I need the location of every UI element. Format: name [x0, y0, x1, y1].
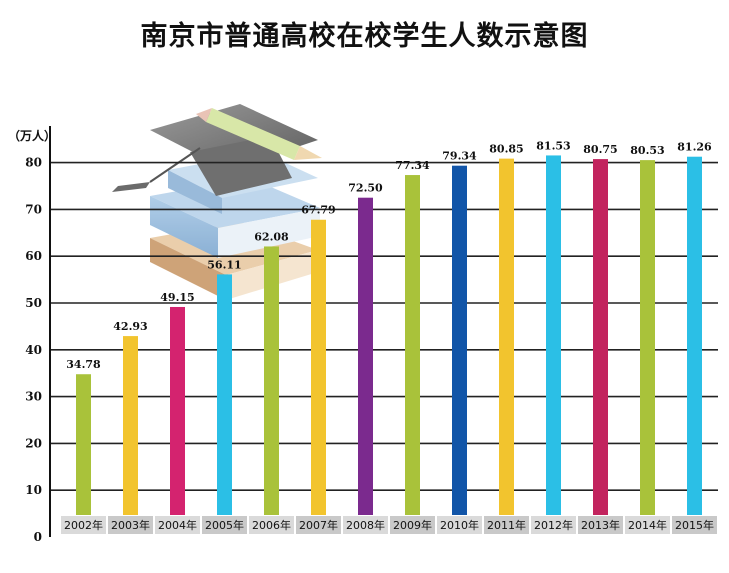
- bar-value-label: 79.34: [442, 150, 477, 163]
- bar-value-label: 67.79: [301, 204, 335, 217]
- chart-title: 南京市普通高校在校学生人数示意图: [140, 21, 589, 52]
- bar: [593, 159, 608, 515]
- x-category-box: [155, 516, 200, 534]
- bar: [358, 197, 373, 515]
- x-category-label: 2009年: [393, 518, 432, 532]
- x-category-box: [202, 516, 247, 534]
- x-category-label: 2004年: [158, 518, 197, 532]
- bar: [499, 158, 514, 515]
- x-category-label: 2014年: [628, 518, 667, 532]
- y-tick-label: 20: [25, 436, 42, 450]
- bar-value-label: 62.08: [254, 230, 289, 243]
- x-category-label: 2007年: [299, 518, 338, 532]
- bar-value-label: 77.34: [395, 159, 430, 172]
- y-tick-label: 40: [25, 343, 42, 357]
- bars: [76, 155, 702, 516]
- x-category-box: [108, 516, 153, 534]
- x-category-label: 2012年: [534, 518, 573, 532]
- x-category-box: [249, 516, 294, 534]
- bar-value-label: 72.50: [348, 182, 383, 195]
- y-tick-label: 80: [25, 156, 42, 170]
- bar-value-label: 56.11: [207, 258, 241, 271]
- bar-value-label: 42.93: [113, 320, 147, 333]
- x-category-label: 2006年: [252, 518, 291, 532]
- bar: [76, 374, 91, 515]
- x-category-label: 2011年: [487, 518, 526, 532]
- x-category-box: [672, 516, 717, 534]
- x-category-box: [437, 516, 482, 534]
- x-category-box: [343, 516, 388, 534]
- bar: [452, 165, 467, 516]
- bar: [640, 160, 655, 515]
- x-category-box: [296, 516, 341, 534]
- bar-value-label: 34.78: [66, 358, 101, 371]
- x-axis-categories: 2002年 2003年 2004年 2005年 2006年 2007年 2008年 2009年…: [61, 516, 717, 534]
- pencil-icon: [196, 108, 322, 160]
- x-category-label: 2008年: [346, 518, 385, 532]
- bar: [687, 156, 702, 516]
- y-tick-label: 0: [34, 530, 42, 544]
- bar: [311, 219, 326, 515]
- y-tick-label: 70: [25, 202, 42, 216]
- y-axis-unit: （万人）: [8, 128, 56, 143]
- y-tick-label: 60: [25, 249, 42, 263]
- bar-value-label: 80.85: [489, 143, 523, 156]
- y-tick-label: 30: [25, 390, 42, 404]
- x-category-label: 2013年: [581, 518, 620, 532]
- bar: [170, 306, 185, 515]
- x-category-label: 2010年: [440, 518, 479, 532]
- x-category-label: 2002年: [64, 518, 103, 532]
- bar: [405, 175, 420, 515]
- x-category-box: [531, 516, 576, 534]
- bar-value-label: 81.53: [536, 139, 570, 152]
- bar: [123, 336, 138, 515]
- bar: [264, 246, 279, 515]
- x-category-box: [484, 516, 529, 534]
- bar: [217, 274, 232, 515]
- bar-value-label: 81.26: [677, 141, 712, 154]
- y-tick-label: 50: [25, 296, 42, 310]
- x-category-box: [625, 516, 670, 534]
- bar-value-label: 49.15: [160, 291, 194, 304]
- y-tick-label: 10: [25, 483, 42, 497]
- graduation-cap-icon: [112, 104, 318, 196]
- x-category-box: [390, 516, 435, 534]
- y-axis-ticks: 0 10 20 30 40 50 60 70 80: [25, 156, 42, 544]
- x-category-label: 2015年: [675, 518, 714, 532]
- x-category-label: 2005年: [205, 518, 244, 532]
- bar-value-label: 80.75: [583, 143, 617, 156]
- bar-value-label: 80.53: [630, 144, 664, 157]
- bar: [546, 155, 561, 515]
- x-category-label: 2003年: [111, 518, 150, 532]
- value-labels: 34.78 42.93 49.15 56.11 62.08 67.79 72.50 77.34…: [66, 139, 712, 371]
- x-category-box: [61, 516, 106, 534]
- x-category-box: [578, 516, 623, 534]
